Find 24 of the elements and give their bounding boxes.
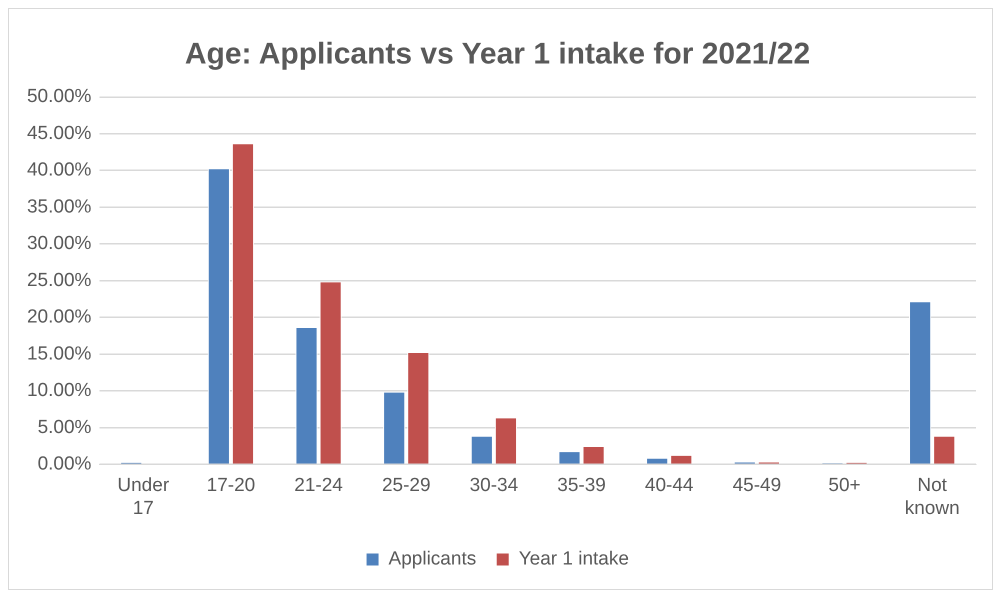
- y-tick-label: 30.00%: [26, 233, 92, 254]
- y-tick-label: 15.00%: [26, 343, 92, 364]
- legend-label: Year 1 intake: [518, 548, 629, 570]
- x-tick-label: 30-34: [470, 475, 519, 496]
- x-tick-label: 25-29: [382, 475, 431, 496]
- x-tick-label: 17-20: [206, 475, 256, 496]
- y-tick-label: 5.00%: [38, 416, 92, 438]
- chart-title: Age: Applicants vs Year 1 intake for 2021/22: [184, 37, 810, 70]
- y-tick-label: 35.00%: [26, 196, 92, 218]
- x-tick-label: 35-39: [557, 475, 606, 496]
- x-tick-label: 45-49: [732, 475, 782, 496]
- y-tick-label: 0.00%: [38, 454, 92, 475]
- y-tick-label: 50.00%: [26, 86, 92, 108]
- y-tick-label: 10.00%: [26, 380, 92, 402]
- y-tick-label: 45.00%: [26, 122, 92, 144]
- x-tick-label: 40-44: [644, 475, 694, 496]
- y-tick-label: 20.00%: [26, 306, 92, 328]
- x-tick-label: 50+: [828, 475, 861, 496]
- y-tick-label: 40.00%: [26, 160, 92, 181]
- y-tick-label: 25.00%: [26, 270, 92, 291]
- legend-label: Applicants: [388, 548, 476, 570]
- x-tick-label: Under 17: [117, 475, 170, 519]
- x-tick-label: 21-24: [294, 475, 344, 496]
- x-tick-label: Not known: [904, 475, 960, 519]
